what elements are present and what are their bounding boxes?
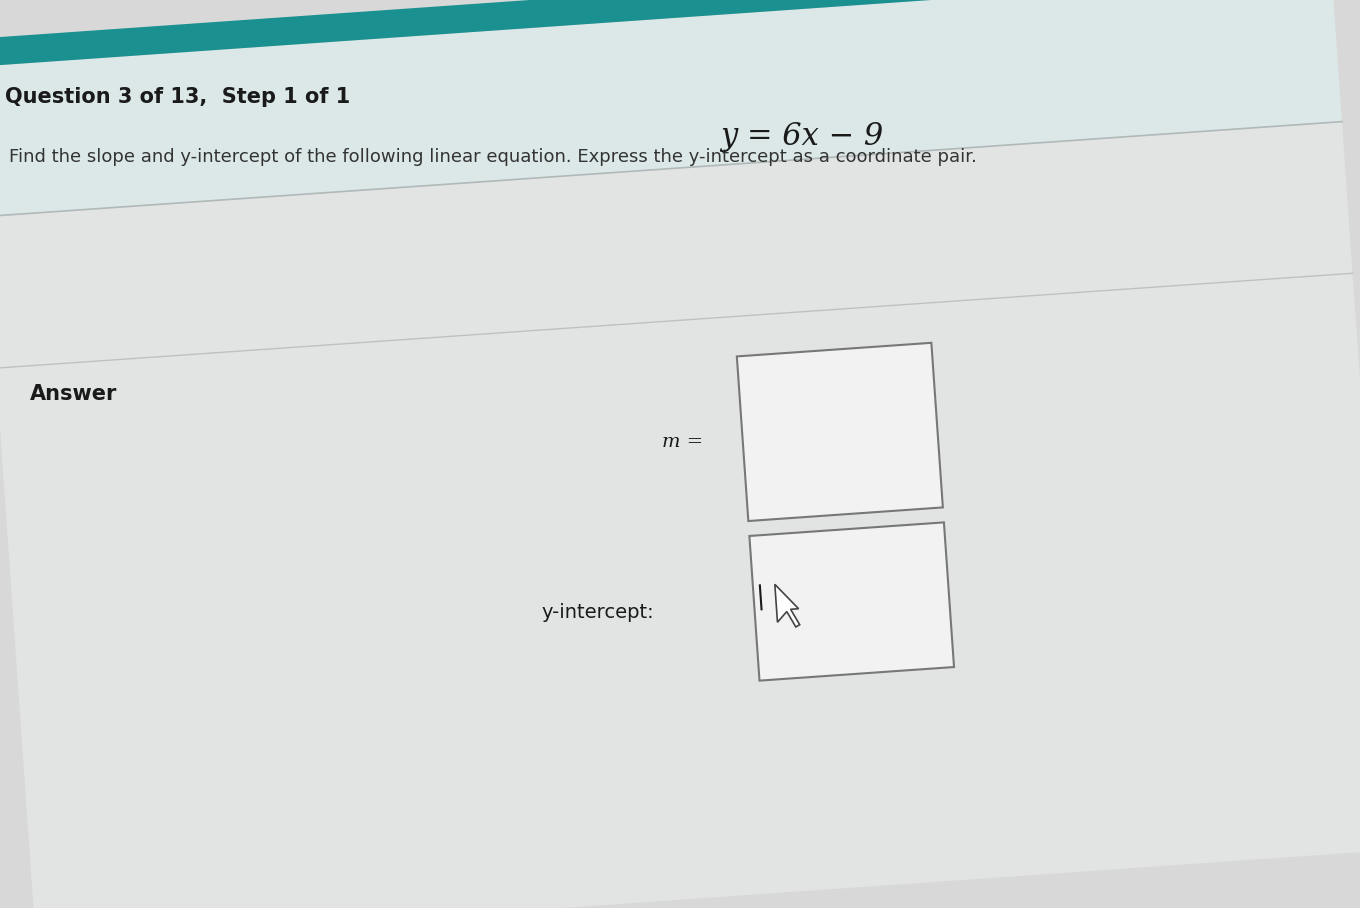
Bar — [749, 522, 953, 681]
Bar — [737, 343, 942, 521]
Bar — [0, 0, 1342, 216]
Polygon shape — [775, 585, 800, 627]
Text: Find the slope and y-intercept of the following linear equation. Express the y-i: Find the slope and y-intercept of the fo… — [10, 148, 976, 165]
Bar — [0, 0, 1331, 67]
Text: Question 3 of 13,  Step 1 of 1: Question 3 of 13, Step 1 of 1 — [5, 87, 350, 107]
Bar — [0, 122, 1360, 908]
Text: y = 6x − 9: y = 6x − 9 — [719, 121, 883, 152]
Text: y-intercept:: y-intercept: — [541, 603, 654, 622]
Text: Answer: Answer — [30, 384, 117, 404]
Text: m =: m = — [661, 433, 703, 451]
